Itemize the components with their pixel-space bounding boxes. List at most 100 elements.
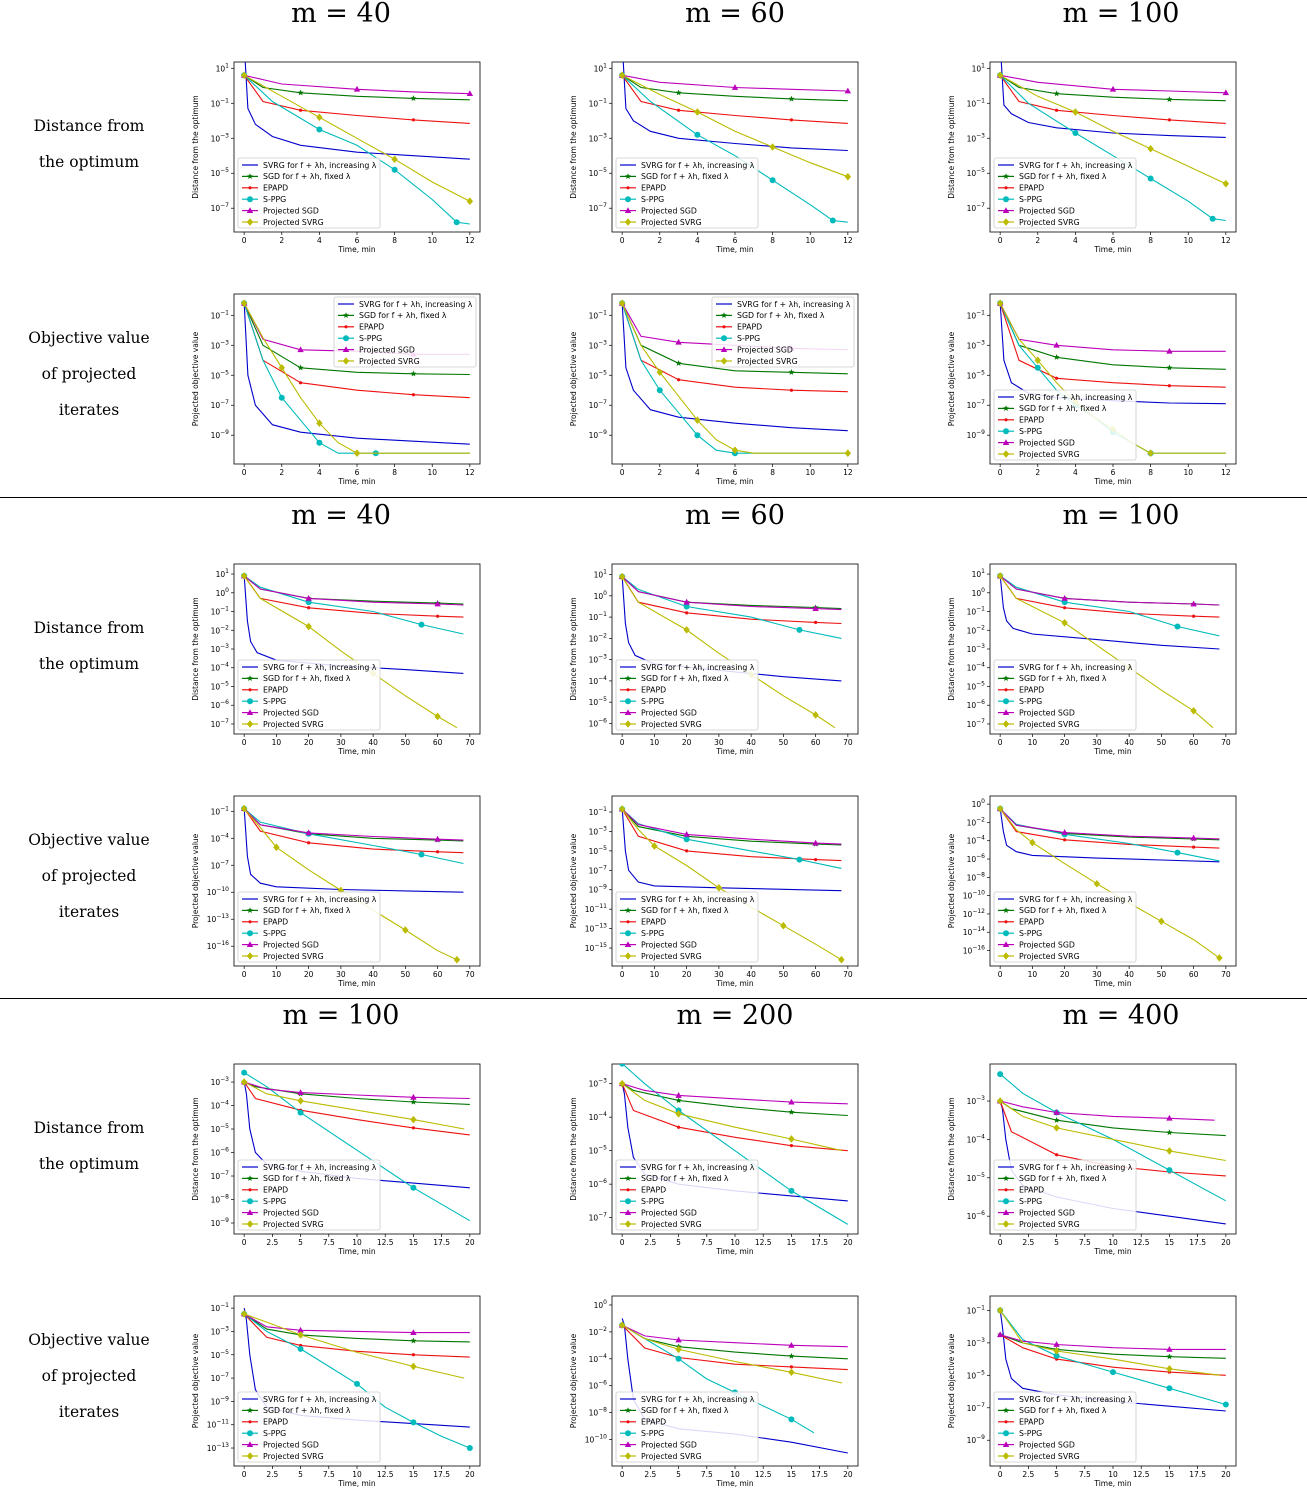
point-ProjSGD	[683, 830, 690, 837]
legend-label-SPPG: S-PPG	[1019, 929, 1042, 938]
legend-label-EPAPD: EPAPD	[641, 1418, 666, 1427]
y-tick-label: 10−1	[211, 805, 230, 816]
x-tick-label: 40	[746, 970, 756, 979]
point-ProjSVRG	[1147, 144, 1154, 153]
y-tick-label: 10−4	[589, 1353, 608, 1364]
legend-label-SGD: SGD for f + λh, fixed λ	[641, 172, 729, 181]
x-tick-label: 50	[401, 970, 411, 979]
legend-label-EPAPD: EPAPD	[737, 323, 762, 332]
legend-label-ProjSVRG: Projected SVRG	[1019, 450, 1080, 459]
series-line-SGD	[243, 303, 470, 376]
legend-label-EPAPD: EPAPD	[641, 686, 666, 695]
legend-marker-ProjSGD	[246, 709, 254, 715]
series-line-EPAPD	[243, 1313, 470, 1358]
point-ProjSGD	[1109, 85, 1117, 92]
y-axis-label: Distance from the optimum	[569, 597, 578, 700]
series-line-ProjSGD	[244, 1081, 470, 1100]
series-line-SVRG	[999, 1310, 1226, 1412]
legend-marker-ProjSVRG	[1002, 952, 1010, 960]
point-ProjSVRG	[240, 1078, 248, 1086]
point-ProjSVRG	[618, 1079, 626, 1088]
y-tick-label: 10−5	[589, 845, 608, 856]
x-tick-label: 5	[676, 1238, 681, 1247]
legend-label-SVRG: SVRG for f + λh, increasing λ	[263, 895, 377, 904]
legend-label-EPAPD: EPAPD	[641, 918, 666, 927]
row-label-objective: Objective value of projected iterates	[0, 822, 178, 930]
chart-1-3-objective: 0 2 4 6 8 10 12 10−1 10−3 10−5 10−7 10−9 Time, min Pr…	[947, 293, 1237, 486]
point-ProjSVRG	[675, 1345, 682, 1354]
legend-box	[993, 659, 1137, 731]
legend-label-SGD: SGD for f + λh, fixed λ	[641, 1406, 729, 1415]
y-tick-label: 10−2	[967, 624, 986, 635]
point-ProjSVRG	[651, 842, 658, 850]
y-tick-label: 101	[594, 62, 608, 73]
series-line-ProjSVRG	[999, 1310, 1221, 1376]
point-EPAPD	[307, 841, 311, 845]
series-EPAPD	[620, 807, 842, 862]
chart-2-1-objective: 0 10 20 30 40 50 60 70 10−1 10−4 10−7 10−10 10−13 10−…	[191, 795, 481, 988]
y-tick-label: 10−1	[967, 1304, 986, 1315]
series-ProjSGD	[996, 1331, 1226, 1352]
y-tick-label: 10−10	[585, 1434, 607, 1445]
point-ProjSVRG	[1166, 1147, 1173, 1155]
legend: SVRG for f + λh, increasing λ SGD for f +…	[237, 157, 381, 229]
legend-marker-EPAPD	[344, 325, 348, 329]
series-SVRG	[243, 808, 464, 893]
legend-label-SPPG: S-PPG	[641, 929, 664, 938]
legend-marker-SPPG	[1003, 930, 1009, 937]
y-tick-label: 10−5	[211, 369, 230, 380]
point-ProjSGD	[410, 1329, 417, 1336]
y-tick-label: 10−5	[967, 680, 986, 691]
x-tick-label: 10	[1028, 970, 1038, 979]
legend-label-ProjSGD: Projected SGD	[1019, 1440, 1075, 1449]
legend-label-SGD: SGD for f + λh, fixed λ	[1019, 906, 1107, 915]
series-line-SVRG	[243, 575, 464, 674]
point-EPAPD	[685, 849, 689, 853]
x-tick-label: 0	[620, 1238, 625, 1247]
legend-label-SPPG: S-PPG	[1019, 697, 1042, 706]
legend-label-SGD: SGD for f + λh, fixed λ	[1019, 404, 1107, 413]
series-SGD	[619, 1321, 848, 1360]
y-tick-label: 101	[972, 62, 986, 73]
legend-label-ProjSVRG: Projected SVRG	[1019, 218, 1080, 227]
legend-label-SGD: SGD for f + λh, fixed λ	[1019, 1174, 1107, 1183]
point-SPPG	[619, 1064, 626, 1067]
x-tick-label: 10	[1183, 236, 1193, 245]
section-divider	[0, 497, 1307, 498]
legend-marker-EPAPD	[722, 325, 726, 329]
legend-marker-ProjSVRG	[1002, 1452, 1010, 1460]
x-tick-label: 60	[433, 738, 443, 747]
legend-label-ProjSGD: Projected SGD	[1019, 940, 1075, 949]
series-line-SPPG	[621, 303, 848, 454]
y-tick-label: 10−3	[211, 132, 230, 143]
legend: SVRG for f + λh, increasing λ SGD for f +…	[711, 296, 855, 368]
point-EPAPD	[307, 606, 311, 610]
y-tick-label: 10−5	[967, 369, 986, 380]
legend-marker-EPAPD	[626, 186, 630, 190]
point-SGD	[297, 364, 304, 371]
x-tick-label: 20	[465, 1470, 475, 1479]
y-tick-label: 10−3	[589, 339, 608, 350]
legend-marker-EPAPD	[1004, 1420, 1008, 1424]
y-tick-label: 101	[972, 568, 986, 579]
point-ProjSVRG	[297, 1097, 304, 1105]
x-tick-label: 70	[465, 738, 475, 747]
legend-marker-ProjSVRG	[624, 218, 632, 226]
point-SPPG	[788, 1187, 795, 1194]
series-line-SPPG	[243, 808, 464, 865]
series-line-ProjSGD	[243, 1313, 470, 1334]
y-tick-label: 10−5	[589, 696, 608, 707]
y-axis-label: Distance from the optimum	[191, 1097, 200, 1200]
y-tick-label: 10−4	[211, 1100, 230, 1111]
x-tick-label: 15	[1165, 1470, 1175, 1479]
legend-label-SPPG: S-PPG	[737, 334, 760, 343]
y-axis-label: Projected objective value	[947, 833, 956, 928]
legend-marker-ProjSGD	[624, 207, 632, 213]
x-tick-label: 0	[998, 236, 1003, 245]
x-tick-label: 40	[368, 970, 378, 979]
point-EPAPD	[1063, 838, 1067, 842]
y-tick-label: 10−1	[589, 806, 608, 817]
y-tick-label: 10−3	[211, 1325, 230, 1336]
legend-marker-ProjSVRG	[624, 1220, 632, 1228]
x-tick-label: 5	[1054, 1470, 1059, 1479]
